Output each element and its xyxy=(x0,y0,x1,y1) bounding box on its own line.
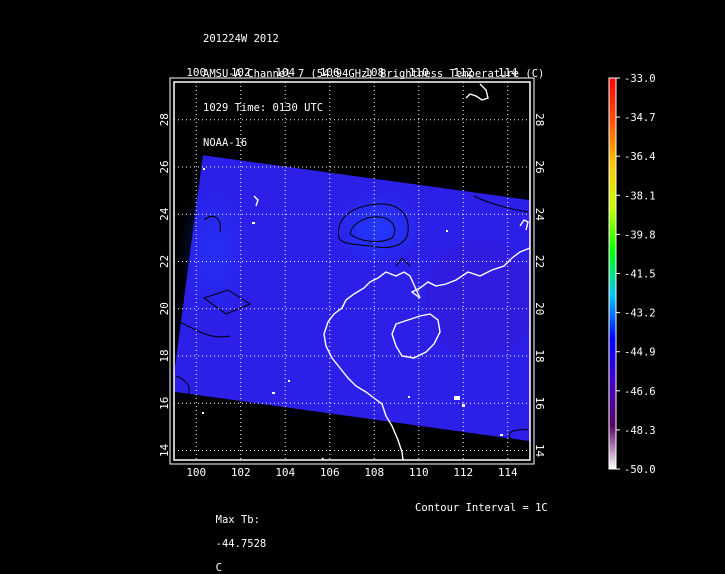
map-frame xyxy=(173,81,531,461)
colorbar-tick-label: -48.3 xyxy=(624,425,656,437)
island-dot xyxy=(252,222,255,224)
x-tick-label-bottom: 110 xyxy=(409,466,429,479)
contour-line xyxy=(175,319,231,338)
island-dot xyxy=(408,396,410,398)
island-dot xyxy=(272,392,275,394)
x-tick-label-top: 104 xyxy=(275,66,295,79)
colorbar-tick-label: -46.6 xyxy=(624,386,656,398)
swath-field xyxy=(174,155,530,442)
lat-lon-grid xyxy=(174,82,530,460)
x-tick-label-bottom: 100 xyxy=(186,466,206,479)
colorbar-tick-label: -38.1 xyxy=(624,190,656,202)
y-tick-label-left: 24 xyxy=(158,207,171,221)
max-tb-readout: Max Tb: -44.7528 C xyxy=(203,502,267,574)
header-satellite: NOAA-16 xyxy=(203,136,248,149)
y-tick-label-left: 18 xyxy=(158,349,171,362)
island-dot xyxy=(462,404,465,407)
y-tick-label-right: 26 xyxy=(533,160,546,173)
x-tick-label-top: 102 xyxy=(231,66,251,79)
contour-line xyxy=(473,195,529,213)
y-tick-label-right: 24 xyxy=(533,208,546,222)
colorbar-tick-label: -43.2 xyxy=(624,308,656,320)
y-tick-label-right: 14 xyxy=(533,444,546,458)
y-tick-label-right: 28 xyxy=(533,113,546,126)
colorbar-tick-label: -33.0 xyxy=(624,73,656,85)
contour-line xyxy=(508,429,529,445)
y-tick-label-right: 18 xyxy=(533,349,546,362)
coastline-hainan xyxy=(391,313,441,359)
x-tick-label-top: 112 xyxy=(453,66,473,79)
colorbar-tick-label: -50.0 xyxy=(624,464,656,476)
island-dot xyxy=(454,396,460,400)
contour-interval: Contour Interval = 1C xyxy=(415,502,548,514)
coastline-island xyxy=(253,195,259,207)
warm-spot xyxy=(425,240,530,360)
contour-line xyxy=(349,216,396,242)
x-tick-label-top: 114 xyxy=(498,66,518,79)
x-tick-label-top: 106 xyxy=(320,66,340,79)
y-tick-label-left: 26 xyxy=(158,160,171,173)
x-tick-label-bottom: 102 xyxy=(231,466,251,479)
x-tick-label-bottom: 104 xyxy=(275,466,295,479)
colorbar-tick-label: -34.7 xyxy=(624,112,656,124)
max-tb-label: Max Tb: xyxy=(215,514,260,526)
coastlines xyxy=(253,83,530,460)
y-tick-label-right: 22 xyxy=(533,255,546,268)
contour-line xyxy=(337,203,409,248)
colorbar-tick-label: -36.4 xyxy=(624,151,656,163)
colorbar-tick-label: -39.8 xyxy=(624,229,656,241)
y-tick-label-left: 20 xyxy=(158,302,171,315)
x-tick-label-bottom: 108 xyxy=(364,466,384,479)
x-tick-label-bottom: 112 xyxy=(453,466,473,479)
x-tick-label-top: 110 xyxy=(409,66,429,79)
y-tick-label-right: 16 xyxy=(533,397,546,410)
axis-tick-labels: 100 100 102 102 104 104 106 106 108 108 110 110 112 1… xyxy=(158,66,546,479)
contour-line xyxy=(203,216,221,233)
contour-lines xyxy=(175,195,529,445)
coastline-island xyxy=(519,219,529,231)
figure-header: 201224W 2012 AMSU-A Channel 7 (54.94GHz)… xyxy=(203,11,544,161)
island-dot xyxy=(203,168,205,170)
warm-spot xyxy=(330,190,426,266)
colorbar-tick-label: -44.9 xyxy=(624,347,656,359)
island-dot xyxy=(288,380,290,382)
map-plot-area xyxy=(174,82,530,460)
contour-line xyxy=(395,257,411,267)
island-dot xyxy=(202,412,204,414)
header-date: 201224W 2012 xyxy=(203,33,279,45)
x-tick-label-bottom: 106 xyxy=(320,466,340,479)
brightness-temperature-map: 100 100 102 102 104 104 106 106 108 108 110 110 112 1… xyxy=(158,66,656,479)
warm-spot xyxy=(179,180,251,320)
island-dot xyxy=(446,230,448,232)
header-title: AMSU-A Channel 7 (54.94GHz) Brightness T… xyxy=(203,67,545,80)
y-tick-label-left: 16 xyxy=(158,397,171,410)
y-tick-label-left: 28 xyxy=(158,113,171,126)
colorbar: -33.0 -34.7 -36.4 -38.1 -39.8 -41.5 -43.2 -44.9… xyxy=(608,73,656,476)
y-tick-label-left: 22 xyxy=(158,255,171,268)
map-outer-frame xyxy=(169,77,535,465)
island-dot xyxy=(500,434,503,436)
max-tb-unit: C xyxy=(215,562,222,574)
coastline-dots xyxy=(202,168,503,436)
y-tick-label-left: 14 xyxy=(158,444,171,458)
x-tick-label-top: 100 xyxy=(186,66,206,79)
header-time: 1029 Time: 0130 UTC xyxy=(203,102,324,114)
y-tick-label-right: 20 xyxy=(533,302,546,315)
coastline-mainland xyxy=(323,247,530,460)
colorbar-ticks: -33.0 -34.7 -36.4 -38.1 -39.8 -41.5 -43.2 -44.9… xyxy=(616,73,656,476)
colorbar-tick-label: -41.5 xyxy=(624,269,656,281)
coastline-island xyxy=(321,457,325,460)
contour-line xyxy=(175,375,190,399)
colorbar-scale xyxy=(608,77,617,470)
max-tb-value: -44.7528 xyxy=(215,538,267,550)
x-tick-label-top: 108 xyxy=(364,66,384,79)
x-tick-label-bottom: 114 xyxy=(498,466,518,479)
coastline-taiwan xyxy=(465,83,489,101)
